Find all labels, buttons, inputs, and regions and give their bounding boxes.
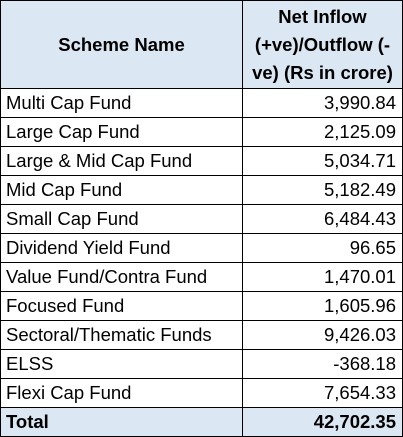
- table-body: Multi Cap Fund 3,990.84 Large Cap Fund 2…: [0, 88, 403, 408]
- net-flow-cell: 2,125.09: [242, 117, 403, 147]
- net-flow-cell: 5,034.71: [242, 146, 403, 176]
- table-row: Value Fund/Contra Fund 1,470.01: [0, 262, 403, 292]
- net-flow-cell: 7,654.33: [242, 378, 403, 408]
- table-row: Flexi Cap Fund 7,654.33: [0, 378, 403, 408]
- scheme-name-cell: Flexi Cap Fund: [0, 378, 243, 408]
- net-flow-cell: 3,990.84: [242, 88, 403, 118]
- header-scheme-name: Scheme Name: [0, 0, 243, 89]
- net-flow-cell: 1,470.01: [242, 262, 403, 292]
- scheme-name-cell: Sectoral/Thematic Funds: [0, 320, 243, 350]
- table-row: Large & Mid Cap Fund 5,034.71: [0, 146, 403, 176]
- table-row: Focused Fund 1,605.96: [0, 291, 403, 321]
- total-label: Total: [0, 407, 243, 437]
- table-footer: Total 42,702.35: [0, 407, 403, 437]
- header-row: Scheme Name Net Inflow (+ve)/Outflow (-v…: [0, 0, 403, 89]
- table-row: Dividend Yield Fund 96.65: [0, 233, 403, 263]
- scheme-name-cell: Focused Fund: [0, 291, 243, 321]
- net-flow-cell: 5,182.49: [242, 175, 403, 205]
- net-flow-cell: 96.65: [242, 233, 403, 263]
- table-row: Sectoral/Thematic Funds 9,426.03: [0, 320, 403, 350]
- scheme-name-cell: Small Cap Fund: [0, 204, 243, 234]
- scheme-name-cell: Large Cap Fund: [0, 117, 243, 147]
- scheme-name-cell: Dividend Yield Fund: [0, 233, 243, 263]
- scheme-name-cell: ELSS: [0, 349, 243, 379]
- table-row: Multi Cap Fund 3,990.84: [0, 88, 403, 118]
- scheme-name-cell: Mid Cap Fund: [0, 175, 243, 205]
- scheme-name-cell: Large & Mid Cap Fund: [0, 146, 243, 176]
- table-header: Scheme Name Net Inflow (+ve)/Outflow (-v…: [0, 0, 403, 89]
- net-flow-cell: 6,484.43: [242, 204, 403, 234]
- table-row: Mid Cap Fund 5,182.49: [0, 175, 403, 205]
- table-row: Small Cap Fund 6,484.43: [0, 204, 403, 234]
- scheme-name-cell: Multi Cap Fund: [0, 88, 243, 118]
- net-flow-cell: 1,605.96: [242, 291, 403, 321]
- net-flow-cell: -368.18: [242, 349, 403, 379]
- total-value: 42,702.35: [242, 407, 403, 437]
- header-net-flow: Net Inflow (+ve)/Outflow (-ve) (Rs in cr…: [242, 0, 403, 89]
- scheme-name-cell: Value Fund/Contra Fund: [0, 262, 243, 292]
- total-row: Total 42,702.35: [0, 407, 403, 437]
- table-row: ELSS -368.18: [0, 349, 403, 379]
- table-row: Large Cap Fund 2,125.09: [0, 117, 403, 147]
- net-flow-cell: 9,426.03: [242, 320, 403, 350]
